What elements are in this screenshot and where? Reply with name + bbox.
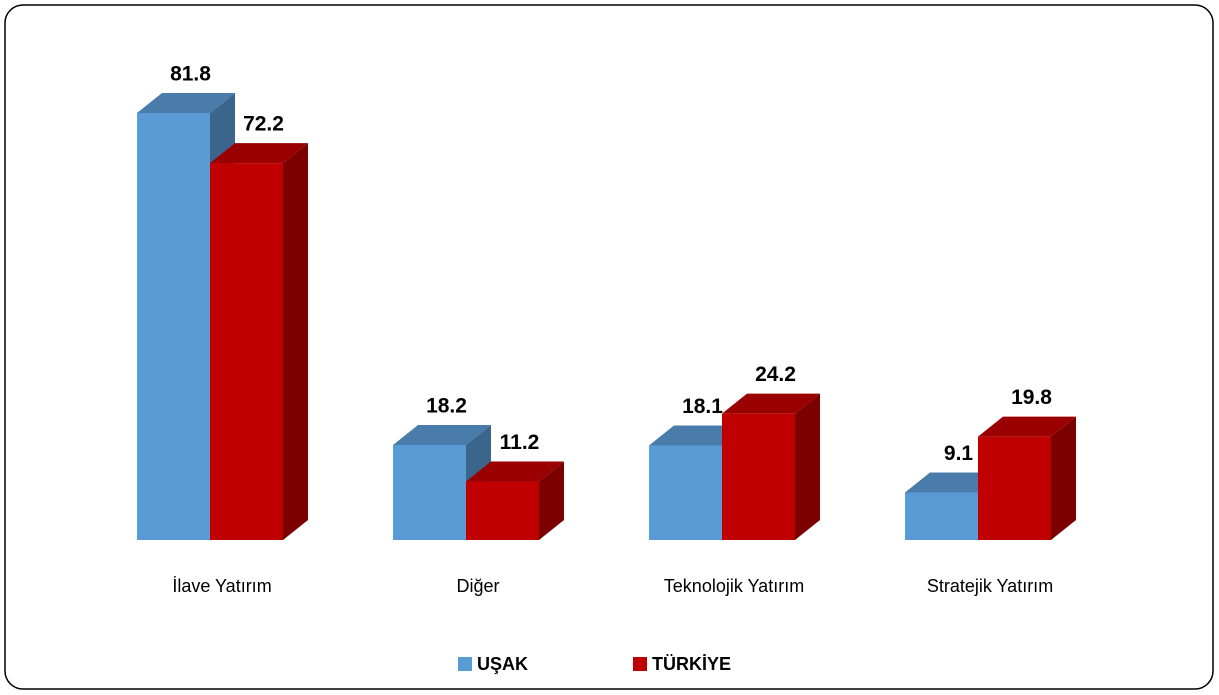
x-tick-label: Teknolojik Yatırım [664,576,804,596]
bar-side [1051,416,1076,540]
bar-top [978,416,1076,437]
bar [722,413,795,540]
legend-swatch [458,657,472,671]
data-label: 81.8 [170,63,211,86]
bar [466,481,539,540]
x-tick-label: Stratejik Yatırım [927,576,1053,596]
legend-label: UŞAK [477,654,528,674]
bar-side [283,143,308,540]
bar [137,113,210,540]
data-label: 11.2 [500,431,540,454]
bar-top [722,393,820,414]
bar [978,436,1051,540]
bar-top [466,461,564,482]
data-label: 19.8 [1011,386,1052,409]
data-label: 18.2 [426,395,467,418]
bar-top [137,93,235,114]
data-label: 9.1 [944,442,974,465]
data-label: 24.2 [755,363,796,386]
bar-top [210,143,308,164]
legend-label: TÜRKİYE [652,654,731,674]
bar [210,163,283,540]
bar [905,492,978,540]
bar-top [393,424,491,445]
data-label: 18.1 [682,395,723,418]
x-tick-label: Diğer [456,576,499,596]
bar-side [539,461,564,540]
bar [649,445,722,540]
legend-swatch [633,657,647,671]
data-label: 72.2 [243,113,284,136]
x-tick-label: İlave Yatırım [172,576,271,596]
bar [393,444,466,540]
bar-side [795,393,820,540]
